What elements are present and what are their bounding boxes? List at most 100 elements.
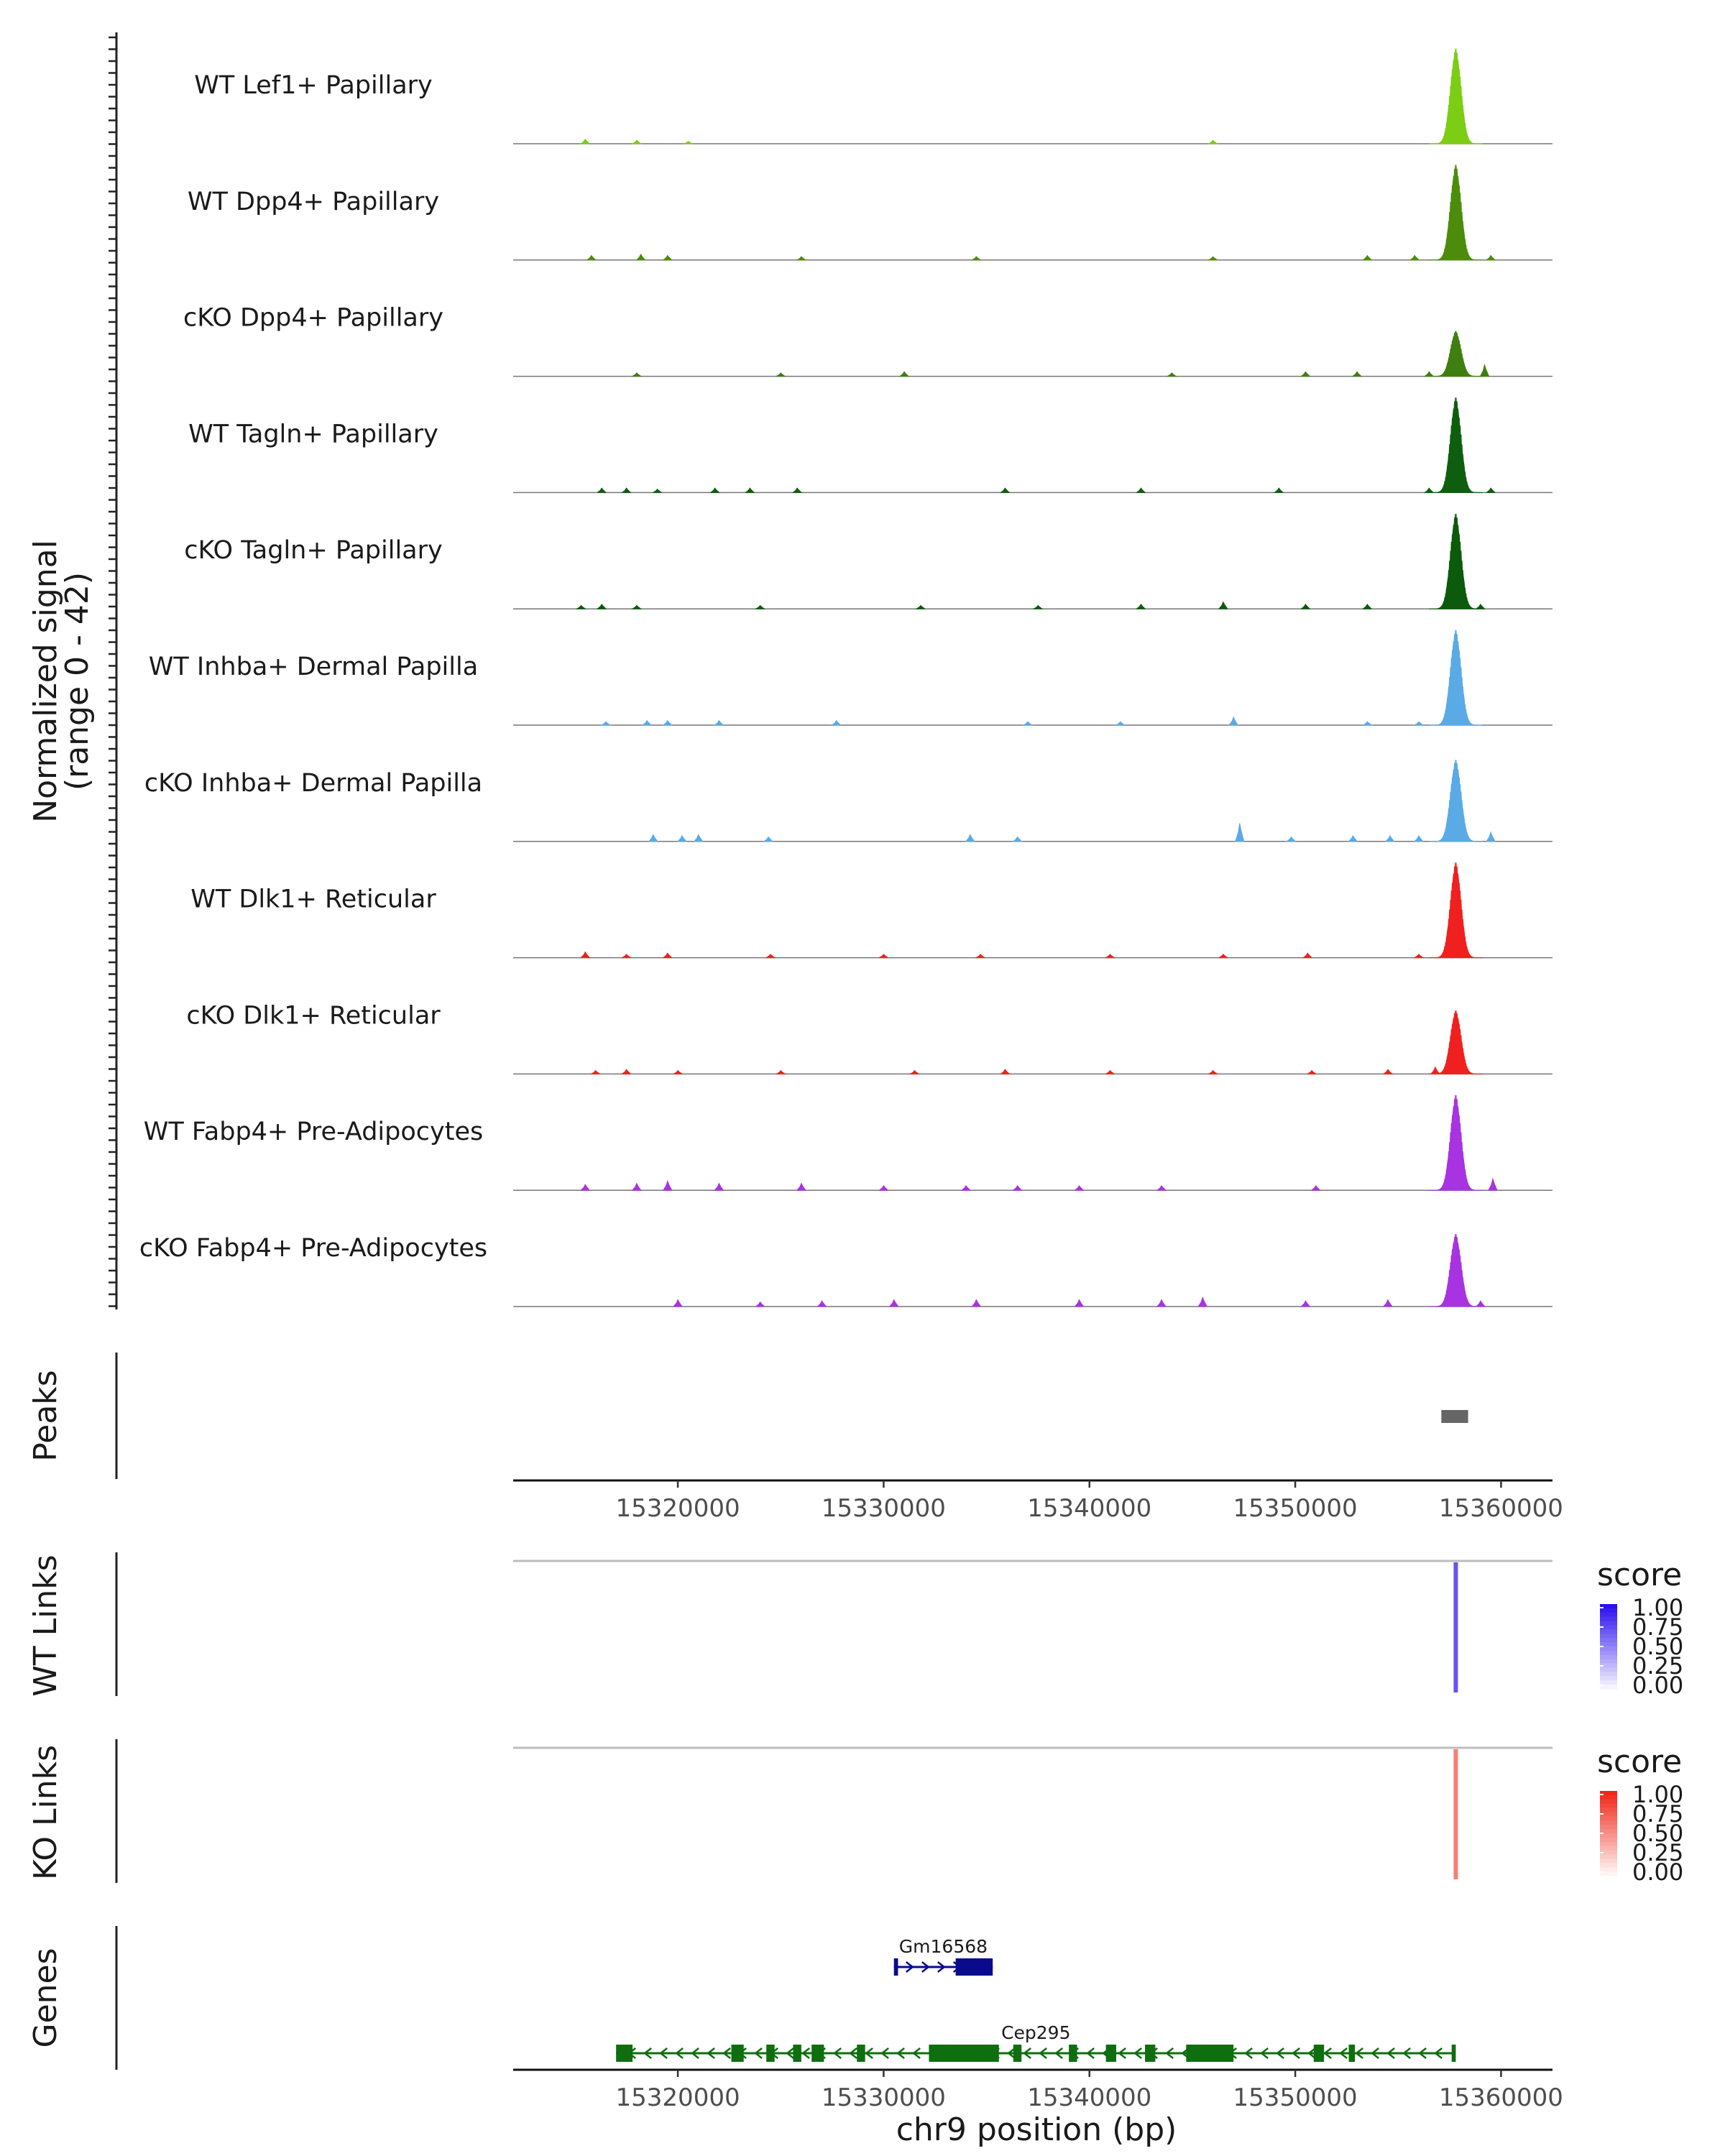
legend-tick-label: 0.25 [1632, 1839, 1683, 1866]
signal-background [580, 1177, 1498, 1191]
gene-exon [616, 2045, 633, 2062]
strand-arrow [1228, 2047, 1237, 2059]
strand-arrow [1133, 2047, 1142, 2059]
strand-arrow [1181, 2047, 1190, 2059]
strand-arrow [944, 2047, 952, 2059]
legend-gradient-step [1600, 1672, 1617, 1677]
track-label: WT Dpp4+ Papillary [188, 188, 439, 216]
legend-gradient-step [1600, 1829, 1617, 1834]
strand-arrow [968, 1961, 978, 1973]
x-axis-bottom-tick-label: 15320000 [616, 2083, 740, 2112]
signal-background [672, 1296, 1486, 1307]
strand-arrow [754, 2047, 763, 2059]
strand-arrow [1102, 2047, 1110, 2059]
peaks-track: Peaks 15320000 15330000 15340000 15350000 153… [27, 1353, 1563, 1523]
legend-gradient-step [1600, 1685, 1617, 1690]
legend-gradient-step [1600, 1820, 1617, 1825]
legend-gradient-step [1600, 1654, 1617, 1660]
strand-arrow [952, 1961, 962, 1973]
strand-arrow [1007, 2047, 1016, 2059]
strand-arrow [833, 2047, 842, 2059]
gene-model: Cep295 [616, 2022, 1456, 2062]
strand-arrow [991, 2047, 1000, 2059]
legend-gradient-step [1600, 1863, 1617, 1868]
genes-track: Genes Gm16568 Cep295 15320000 15330000 153400… [27, 1926, 1563, 2112]
strand-arrow [659, 2047, 668, 2059]
signal-peak [1429, 630, 1483, 726]
x-axis-top-tick-label: 15320000 [616, 1494, 740, 1523]
strand-arrow [707, 2047, 715, 2059]
gene-exon [1105, 2045, 1116, 2062]
strand-arrow [675, 2047, 684, 2059]
x-axis-top-tick-label: 15350000 [1233, 1494, 1358, 1523]
legend-gradient-step [1600, 1867, 1617, 1872]
x-axis-bottom-tick-label: 15330000 [822, 2083, 946, 2112]
legend-tick-label: 0.50 [1632, 1820, 1683, 1847]
strand-arrow [1323, 2047, 1332, 2059]
strand-arrow [1371, 2047, 1379, 2059]
strand-arrow [691, 2047, 699, 2059]
legend-gradient-step [1600, 1676, 1617, 1681]
peak-region [1441, 1410, 1468, 1423]
strand-arrow [1023, 2047, 1031, 2059]
legend-gradient-step [1600, 1612, 1617, 1618]
legend-title: score [1597, 1557, 1682, 1593]
signal-background [575, 601, 1486, 609]
x-axis-bottom-tick-label: 15340000 [1027, 2083, 1151, 2112]
strand-arrow [1386, 2047, 1395, 2059]
x-axis-bottom-tick-label: 15350000 [1233, 2083, 1358, 2112]
legend-tick-label: 0.25 [1632, 1652, 1683, 1680]
strand-arrow [786, 2047, 794, 2059]
signal-background [630, 363, 1490, 377]
signal-background [589, 1066, 1440, 1074]
legend-gradient-step [1600, 1854, 1617, 1859]
gene-exon [929, 2045, 999, 2062]
strand-arrow [1355, 2047, 1363, 2059]
strand-arrow [1054, 2047, 1063, 2059]
legend-gradient-step [1600, 1850, 1617, 1855]
strand-arrow [975, 2047, 984, 2059]
legend-gradient-step [1600, 1616, 1617, 1622]
gene-exon [955, 1958, 993, 1976]
strand-arrow [880, 2047, 889, 2059]
coverage-track: cKO Dlk1+ Reticular [186, 1001, 1552, 1075]
legend-gradient-step [1600, 1634, 1617, 1639]
gene-exon [731, 2045, 744, 2062]
legend-gradient-step [1600, 1646, 1617, 1651]
legend-gradient-step [1600, 1837, 1617, 1843]
coverage-track: WT Inhba+ Dermal Papilla [149, 630, 1552, 726]
strand-arrow [1039, 2047, 1047, 2059]
legend-tick-label: 1.00 [1632, 1594, 1683, 1621]
gene-exon [793, 2045, 801, 2062]
gene-exon [1313, 2045, 1325, 2062]
legend-gradient-step [1600, 1841, 1617, 1847]
legend-gradient-step [1600, 1667, 1617, 1672]
legend-gradient-step [1600, 1812, 1617, 1817]
signal-peak [1429, 862, 1483, 959]
legend-gradient-step [1600, 1663, 1617, 1668]
signal-background [579, 136, 1463, 144]
y-axis-title: Normalized signal (range 0 - 42) [27, 540, 96, 823]
legend-gradient-step [1600, 1803, 1617, 1809]
legend-title: score [1597, 1743, 1682, 1780]
strand-arrow [1418, 2047, 1427, 2059]
legend-gradient-step [1600, 1621, 1617, 1626]
coverage-tracks: WT Lef1+ Papillary WT Dpp4+ Papillary cKO … [109, 32, 1552, 1309]
coverage-track: WT Tagln+ Papillary [188, 397, 1552, 494]
signal-peak [1429, 1010, 1483, 1074]
legend-gradient-step [1600, 1807, 1617, 1812]
gene-exon [1451, 2045, 1456, 2062]
strand-arrow [722, 2047, 731, 2059]
gene-name-label: Cep295 [1001, 2022, 1070, 2043]
signal-peak [1429, 331, 1483, 377]
strand-arrow [905, 1961, 914, 1973]
strand-arrow [1165, 2047, 1174, 2059]
strand-arrow [801, 2047, 810, 2059]
strand-arrow [896, 2047, 905, 2059]
signal-background [600, 716, 1425, 726]
